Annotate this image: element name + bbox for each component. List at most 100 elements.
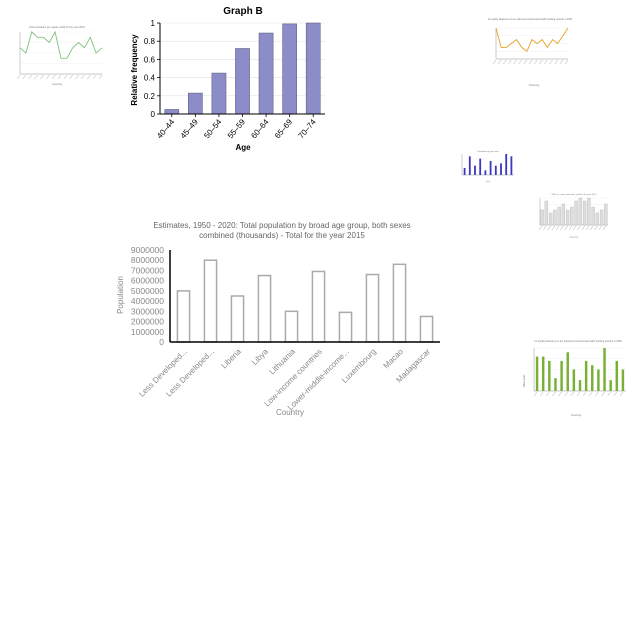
population-bar [257,274,272,343]
graph-b-ytick-label: 0.2 [144,92,156,101]
thumb-line-orange-xlabel: Country [529,83,540,87]
thumb-bar-gray-xtick-label [555,225,560,231]
thumb-line-green-xtick-label [16,74,21,80]
thumb-bar-green-bar [597,369,600,391]
thumb-bar-green-xtick-label [558,391,562,397]
thumb-line-green-xtick-label [51,74,56,80]
thumb-bar-gray-xtick-label [543,225,547,231]
population-title-line2: combined (thousands) - Total for the yea… [199,231,365,240]
population-xtick-label: Liberia [220,347,244,371]
thumb-bar-green-title: Air quality Measures on the national env… [534,340,622,343]
population-bar [284,310,299,343]
thumb-bar-green-bar [615,360,619,391]
thumb-bar-green-bar [566,352,569,391]
thumb-bar-green-xtick-label [607,391,611,397]
population-bar [203,259,218,343]
graph-b-svg: Graph B Relative frequency Age 0 0.2 0.4 0.… [130,6,325,152]
graph-b-ytick-label: 0.4 [144,74,156,83]
thumb-line-orange-xtick-label [518,59,522,65]
thumb-bar-gray-bar [565,209,570,226]
thumb-bar-green-svg: Air quality Measures on the national env… [523,340,626,417]
graph-b-xlabel: Age [235,143,251,152]
thumb-line-green-xtick-label [46,74,50,80]
thumb-bar-green-xtick-label [582,391,587,397]
thumb-bar-gray-xtick-label [564,225,568,231]
thumb-bar-gray-xtick-label [585,225,590,231]
population-ylabel: Population [116,276,125,314]
thumb-bar-green-bar [621,369,625,391]
thumb-line-orange-xtick-label [544,59,548,65]
thumb-bar-green-xtick-label [619,391,624,397]
graph-b-xtick-label: 40–44 [155,117,177,140]
thumb-bar-gray-xtick-label [568,225,573,231]
thumb-bar-green-bar [609,380,612,391]
thumb-bar-green-xlabel: Country [571,413,582,417]
thumb-line-green-series-line [19,30,103,59]
thumb-line-green-xtick-label [34,74,38,80]
thumb-bar-gray-xtick-label [547,225,551,231]
thumb-bar-navy-bar [479,158,482,175]
thumb-bar-green-bar [548,360,551,391]
thumb-bar-gray-xtick-label [538,225,543,231]
thumb-line-green-xtick-label [87,74,91,80]
graph-b-ytick-label: 0.6 [144,55,156,64]
thumb-line-green-xtick-label [57,74,62,80]
graph-b-ytick-label: 0.8 [144,37,156,46]
thumb-bar-gray-title: GDP per capita (constant), world for the… [552,193,598,196]
population-xtick-label: Less Developed... [137,347,189,399]
population-bar [230,295,245,343]
thumb-bar-green-bar [541,356,545,391]
population-xtick-label: Macao [382,347,406,371]
thumb-line-orange-svg: Air quality Measures on the national env… [488,18,573,87]
population-bar [338,311,353,343]
thumb-bar-gray-bar [570,206,574,226]
thumb-line-orange-xtick-label [497,59,502,65]
thumb-bar-green-bar [578,380,582,391]
thumb-line-green-xtick-label [28,74,32,80]
population-ytick-label: 2000000 [131,317,164,327]
thumb-line-orange-xtick-label [523,59,528,65]
thumb-bar-gray-bar [561,203,566,226]
thumb-line-orange-xtick-label [492,59,497,65]
thumb-bar-navy-bar [463,168,466,175]
population-chart: Estimates, 1950 - 2020: Total population… [110,215,455,420]
graph-b-ylabel: Relative frequency [130,34,139,106]
thumb-bar-navy-bar [505,154,508,175]
thumb-line-orange-title: Air quality Measures on the national env… [488,18,573,21]
thumb-bar-gray-xtick-label [551,225,556,231]
thumb-bar-green-xtick-label [533,391,538,397]
thumb-line-green-xtick-label [75,74,79,80]
population-xtick-label: Less Developed... [164,347,216,399]
thumb-bar-navy-bar [500,163,502,175]
thumb-bar-gray-bar [553,209,557,226]
thumb-line-green-chart: CO2 emissions per capita, world for the … [2,22,107,90]
thumb-bar-green-bar [591,365,594,391]
population-svg: Estimates, 1950 - 2020: Total population… [116,221,440,417]
thumb-bar-green-bar [560,360,563,391]
graph-b-xtick-label: 45–49 [179,117,201,140]
graph-b-bar [305,22,321,115]
graph-b-bar [282,23,297,115]
graph-b-xtick-label: 50–54 [202,117,224,140]
thumb-line-orange-chart: Air quality Measures on the national env… [484,14,576,88]
thumb-bar-green-ylabel: Value (unit) [523,375,526,388]
thumb-line-green-xtick-label [40,74,44,80]
graph-b-xtick-label: 70–74 [297,117,319,140]
thumb-bar-green-xtick-label [539,391,544,397]
population-ytick-label: 6000000 [131,276,164,286]
thumb-bar-gray-svg: GDP per capita (constant), world for the… [538,193,608,239]
population-bar [419,315,434,343]
graph-b-chart: Graph B Relative frequency Age 0 0.2 0.4 0.… [125,0,330,160]
thumb-bar-gray-bar [540,209,544,226]
population-ytick-label: 0 [159,337,164,347]
thumb-bar-gray-xtick-label [594,225,598,231]
thumb-bar-gray-xtick-label [560,225,564,231]
thumb-line-orange-xtick-label [528,59,533,65]
thumb-line-green-xtick-label [69,74,73,80]
graph-b-bar [211,72,227,115]
thumb-line-green-xtick-label [81,74,85,80]
population-ytick-label: 7000000 [131,265,164,275]
thumb-line-orange-xtick-label [503,59,507,65]
population-ytick-label: 3000000 [131,306,164,316]
thumb-line-green-xtick-label [63,74,68,80]
